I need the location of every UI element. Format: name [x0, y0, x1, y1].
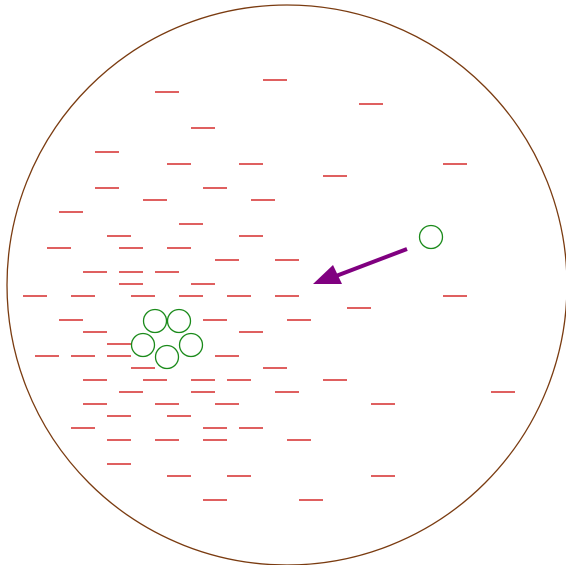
- arrow: [313, 247, 408, 284]
- arrow-shaft: [335, 247, 408, 278]
- dash-group: [23, 79, 515, 501]
- green-ring: [154, 344, 180, 370]
- green-ring: [178, 332, 204, 358]
- arrow-head: [313, 265, 342, 284]
- green-ring: [130, 332, 156, 358]
- green-ring: [166, 308, 192, 334]
- green-ring: [142, 308, 168, 334]
- boundary-circle: [6, 4, 566, 565]
- green-ring: [418, 224, 444, 250]
- ring-group: [130, 224, 444, 370]
